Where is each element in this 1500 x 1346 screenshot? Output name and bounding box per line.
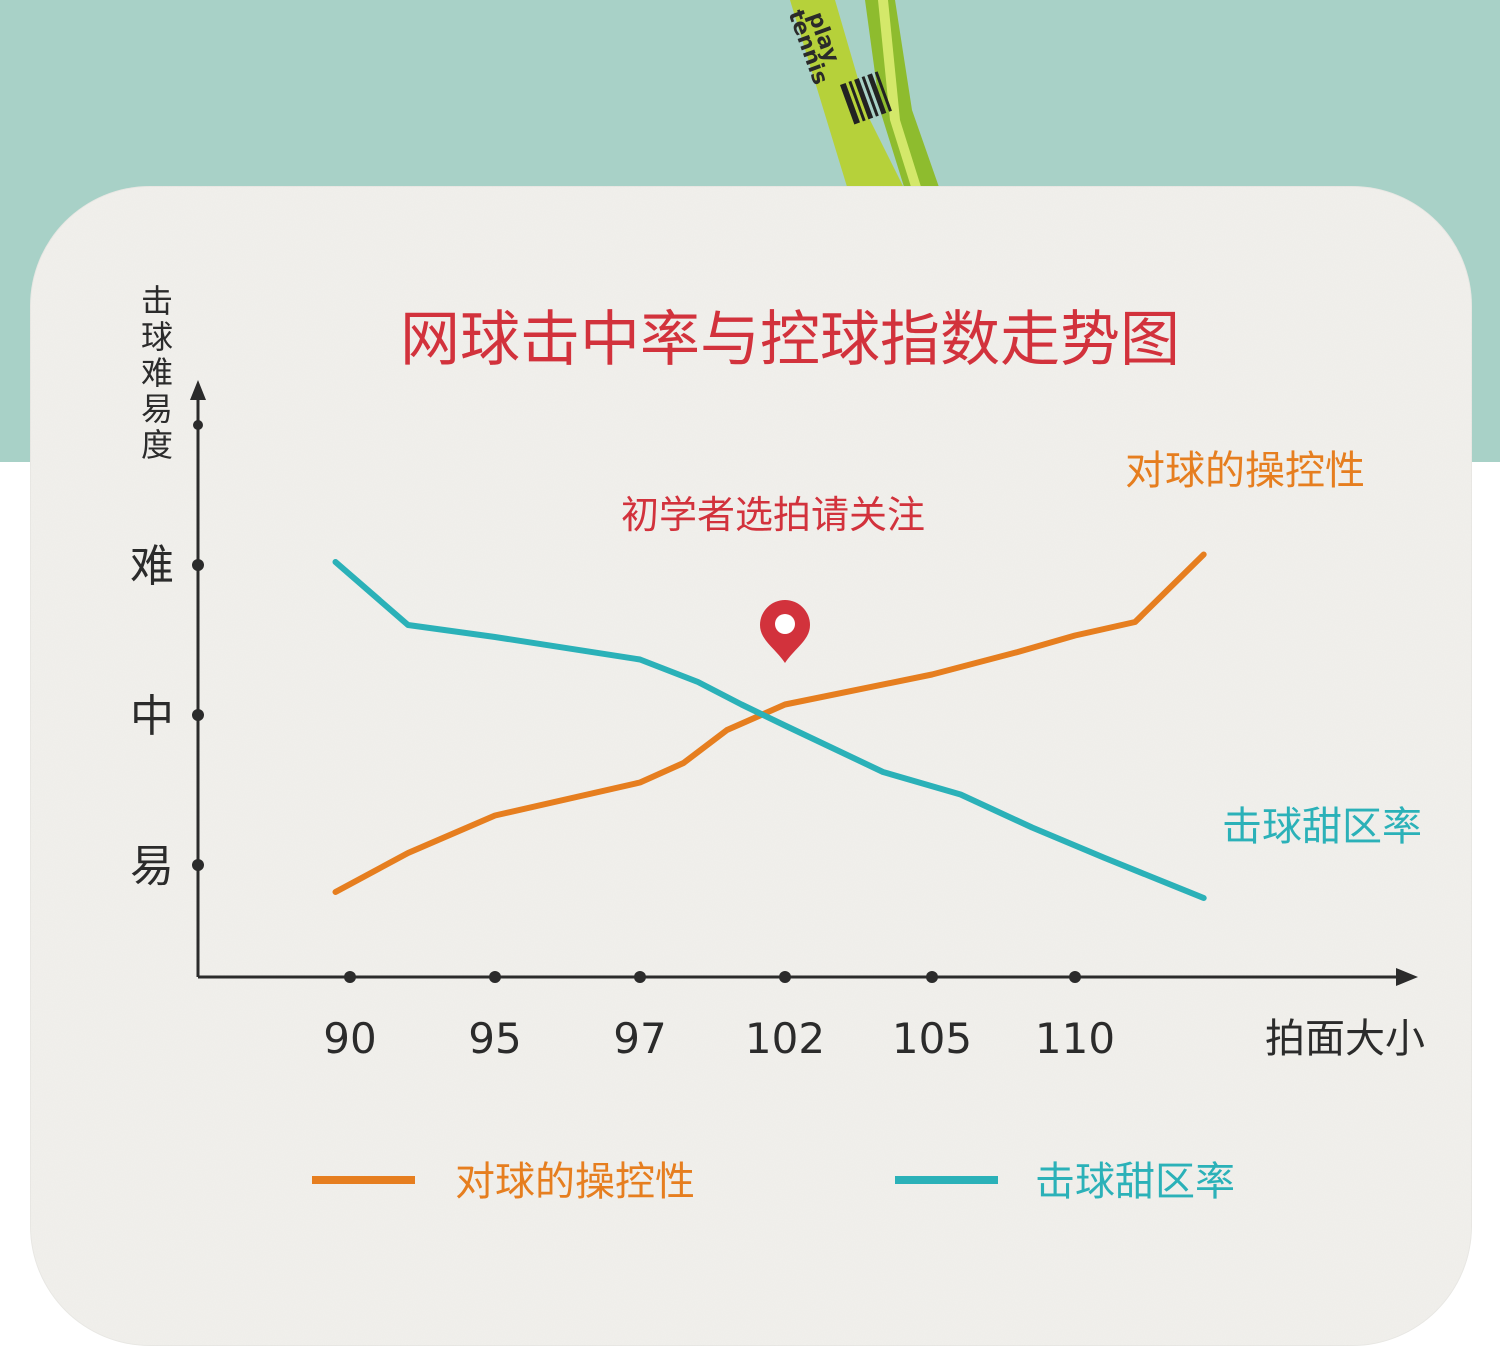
y-axis-title-char: 击 [141,282,173,320]
x-tick-label: 97 [613,1014,666,1063]
chart-title: 网球击中率与控球指数走势图 [400,305,1180,375]
x-tick-dot [926,971,938,983]
y-tick-dot [192,859,204,871]
x-tick-label: 95 [468,1014,521,1063]
series-line-control [332,551,1207,895]
y-axis-top-dot [193,420,203,430]
y-axis [190,380,206,977]
x-axis-title: 拍面大小 [1265,1016,1425,1062]
y-tick-dot [192,559,204,571]
series-line-sweetspot [332,559,1207,901]
x-tick-label: 110 [1035,1014,1115,1063]
x-axis [198,968,1418,986]
legend-label: 对球的操控性 [455,1159,695,1205]
series-lines [332,551,1207,901]
series-label-control: 对球的操控性 [1125,448,1365,494]
x-tick-dot [1069,971,1081,983]
map-pin-icon [760,600,810,663]
legend: 对球的操控性 击球甜区率 [312,1159,1235,1205]
y-axis-title-char: 度 [141,426,173,464]
y-axis-title-char: 难 [141,354,173,392]
x-tick-label: 105 [892,1014,972,1063]
x-ticks: 90 95 97 102 105 110 [323,971,1115,1063]
y-axis-arrow [190,380,206,400]
beginner-annotation: 初学者选拍请关注 [621,493,925,537]
x-axis-arrow [1396,968,1418,986]
x-tick-label: 90 [323,1014,376,1063]
y-axis-title-char: 球 [141,318,173,356]
paper-card [30,186,1472,1346]
y-tick-label: 难 [130,541,174,592]
tennis-racket-image: play tennis [783,0,940,190]
y-axis-title-char: 易 [141,390,173,428]
x-tick-dot [779,971,791,983]
x-tick-dot [489,971,501,983]
x-tick-label: 102 [745,1014,825,1063]
y-tick-label: 中 [130,691,174,742]
x-tick-dot [634,971,646,983]
series-label-sweetspot: 击球甜区率 [1222,804,1422,850]
legend-label: 击球甜区率 [1035,1159,1235,1205]
y-tick-dot [192,709,204,721]
y-tick-label: 易 [130,841,174,892]
x-tick-dot [344,971,356,983]
y-ticks: 易中难 [130,541,204,892]
paper-texture [30,186,1472,1346]
